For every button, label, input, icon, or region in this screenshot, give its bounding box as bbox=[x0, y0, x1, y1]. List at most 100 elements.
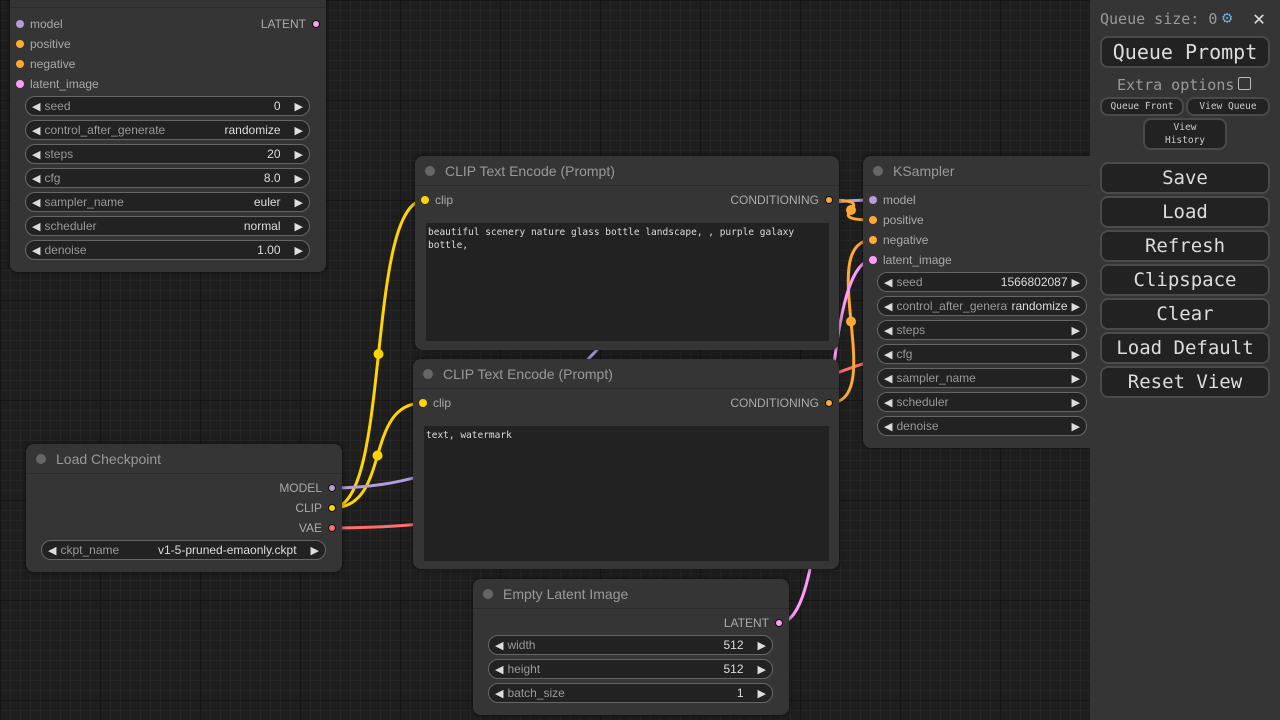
link-midpoint[interactable] bbox=[846, 205, 856, 215]
arrow-right-icon[interactable]: ▶ bbox=[757, 687, 766, 700]
arrow-left-icon[interactable]: ◀ bbox=[495, 639, 504, 652]
node-title[interactable]: Empty Latent Image bbox=[473, 579, 789, 609]
arrow-right-icon[interactable]: ▶ bbox=[294, 100, 303, 113]
input-model[interactable]: model bbox=[869, 190, 916, 210]
input-latent_image[interactable]: latent_image bbox=[869, 250, 952, 270]
ksampler-node[interactable]: KSampler model positive negative latent_ima… bbox=[863, 156, 1090, 448]
widget-denoise[interactable]: ◀ denoise 1.00 ▶ bbox=[25, 240, 310, 260]
widget-cfg[interactable]: ◀ cfg ▶ bbox=[877, 344, 1087, 364]
refresh-button[interactable]: Refresh bbox=[1100, 230, 1270, 262]
arrow-right-icon[interactable]: ▶ bbox=[294, 220, 303, 233]
input-clip[interactable]: clip bbox=[421, 190, 453, 210]
collapse-dot[interactable] bbox=[873, 165, 883, 176]
slot-dot[interactable] bbox=[328, 504, 336, 512]
slot-dot[interactable] bbox=[775, 619, 783, 627]
arrow-left-icon[interactable]: ◀ bbox=[48, 544, 57, 557]
collapse-dot[interactable] bbox=[36, 453, 46, 464]
arrow-right-icon[interactable]: ▶ bbox=[1071, 372, 1080, 385]
arrow-right-icon[interactable]: ▶ bbox=[1071, 396, 1080, 409]
output-model[interactable]: MODEL bbox=[279, 478, 336, 498]
arrow-left-icon[interactable]: ◀ bbox=[32, 172, 41, 185]
arrow-left-icon[interactable]: ◀ bbox=[32, 124, 41, 137]
link-midpoint[interactable] bbox=[846, 316, 856, 327]
widget-seed[interactable]: ◀ seed 0 ▶ bbox=[25, 96, 310, 116]
widget-sampler_name[interactable]: ◀ sampler_name ▶ bbox=[877, 368, 1087, 388]
collapse-dot[interactable] bbox=[425, 165, 435, 176]
arrow-left-icon[interactable]: ◀ bbox=[884, 300, 893, 313]
prompt-textarea[interactable]: beautiful scenery nature glass bottle la… bbox=[426, 223, 829, 341]
slot-dot[interactable] bbox=[869, 256, 877, 264]
output-vae[interactable]: VAE bbox=[299, 518, 336, 538]
widget-denoise[interactable]: ◀ denoise ▶ bbox=[877, 416, 1087, 436]
widget-seed[interactable]: ◀ seed 1566802087 ▶ bbox=[877, 272, 1087, 292]
widget-width[interactable]: ◀ width 512 ▶ bbox=[488, 635, 773, 655]
slot-dot[interactable] bbox=[419, 399, 427, 407]
arrow-left-icon[interactable]: ◀ bbox=[884, 324, 893, 337]
arrow-left-icon[interactable]: ◀ bbox=[32, 148, 41, 161]
view-queue-button[interactable]: View Queue bbox=[1186, 97, 1270, 116]
widget-height[interactable]: ◀ height 512 ▶ bbox=[488, 659, 773, 679]
widget-scheduler[interactable]: ◀ scheduler normal ▶ bbox=[25, 216, 310, 236]
load-default-button[interactable]: Load Default bbox=[1100, 332, 1270, 364]
reset-view-button[interactable]: Reset View bbox=[1100, 366, 1270, 398]
arrow-right-icon[interactable]: ▶ bbox=[294, 148, 303, 161]
arrow-right-icon[interactable]: ▶ bbox=[294, 124, 303, 137]
arrow-left-icon[interactable]: ◀ bbox=[884, 276, 893, 289]
arrow-left-icon[interactable]: ◀ bbox=[495, 687, 504, 700]
slot-dot[interactable] bbox=[328, 524, 336, 532]
arrow-left-icon[interactable]: ◀ bbox=[32, 196, 41, 209]
arrow-right-icon[interactable]: ▶ bbox=[1071, 300, 1080, 313]
arrow-left-icon[interactable]: ◀ bbox=[884, 348, 893, 361]
widget-scheduler[interactable]: ◀ scheduler ▶ bbox=[877, 392, 1087, 412]
queue-front-button[interactable]: Queue Front bbox=[1100, 97, 1184, 116]
node-title[interactable]: CLIP Text Encode (Prompt) bbox=[413, 359, 839, 389]
clip-text-encode-positive[interactable]: CLIP Text Encode (Prompt) clip CONDITION… bbox=[415, 156, 839, 350]
arrow-right-icon[interactable]: ▶ bbox=[1071, 348, 1080, 361]
input-latent_image[interactable]: latent_image bbox=[16, 74, 99, 94]
output-latent[interactable]: LATENT bbox=[261, 14, 320, 34]
output-conditioning[interactable]: CONDITIONING bbox=[730, 190, 833, 210]
collapse-dot[interactable] bbox=[483, 588, 493, 599]
arrow-right-icon[interactable]: ▶ bbox=[310, 544, 319, 557]
slot-dot[interactable] bbox=[16, 40, 24, 48]
ksampler-node-top[interactable]: model positive negative latent_image LATENT ◀… bbox=[10, 0, 326, 272]
slot-dot[interactable] bbox=[16, 20, 24, 28]
link-midpoint[interactable] bbox=[373, 349, 384, 359]
arrow-right-icon[interactable]: ▶ bbox=[294, 244, 303, 257]
gear-icon[interactable]: ⚙ bbox=[1222, 8, 1233, 28]
slot-dot[interactable] bbox=[16, 60, 24, 68]
widget-steps[interactable]: ◀ steps ▶ bbox=[877, 320, 1087, 340]
prompt-textarea[interactable]: text, watermark bbox=[424, 426, 829, 561]
slot-dot[interactable] bbox=[328, 484, 336, 492]
arrow-right-icon[interactable]: ▶ bbox=[294, 196, 303, 209]
arrow-left-icon[interactable]: ◀ bbox=[32, 220, 41, 233]
arrow-left-icon[interactable]: ◀ bbox=[32, 244, 41, 257]
widget-cfg[interactable]: ◀ cfg 8.0 ▶ bbox=[25, 168, 310, 188]
output-clip[interactable]: CLIP bbox=[295, 498, 336, 518]
slot-dot[interactable] bbox=[869, 216, 877, 224]
arrow-left-icon[interactable]: ◀ bbox=[884, 396, 893, 409]
input-clip[interactable]: clip bbox=[419, 393, 451, 413]
input-positive[interactable]: positive bbox=[869, 210, 924, 230]
queue-prompt-button[interactable]: Queue Prompt bbox=[1100, 36, 1270, 68]
slot-dot[interactable] bbox=[312, 20, 320, 28]
slot-dot[interactable] bbox=[825, 399, 833, 407]
load-button[interactable]: Load bbox=[1100, 196, 1270, 228]
input-negative[interactable]: negative bbox=[869, 230, 928, 250]
widget-sampler_name[interactable]: ◀ sampler_name euler ▶ bbox=[25, 192, 310, 212]
empty-latent-image-node[interactable]: Empty Latent Image LATENT ◀ width 512 ▶ ◀ hei… bbox=[473, 579, 789, 715]
clear-button[interactable]: Clear bbox=[1100, 298, 1270, 330]
input-negative[interactable]: negative bbox=[16, 54, 75, 74]
output-conditioning[interactable]: CONDITIONING bbox=[730, 393, 833, 413]
node-title[interactable]: CLIP Text Encode (Prompt) bbox=[415, 156, 839, 186]
widget-steps[interactable]: ◀ steps 20 ▶ bbox=[25, 144, 310, 164]
slot-dot[interactable] bbox=[869, 196, 877, 204]
arrow-left-icon[interactable]: ◀ bbox=[884, 372, 893, 385]
save-button[interactable]: Save bbox=[1100, 162, 1270, 194]
arrow-right-icon[interactable]: ▶ bbox=[1071, 276, 1080, 289]
close-icon[interactable]: ✕ bbox=[1253, 6, 1266, 30]
node-title[interactable]: KSampler bbox=[863, 156, 1090, 186]
arrow-right-icon[interactable]: ▶ bbox=[757, 639, 766, 652]
link-midpoint[interactable] bbox=[372, 450, 383, 461]
arrow-left-icon[interactable]: ◀ bbox=[884, 420, 893, 433]
